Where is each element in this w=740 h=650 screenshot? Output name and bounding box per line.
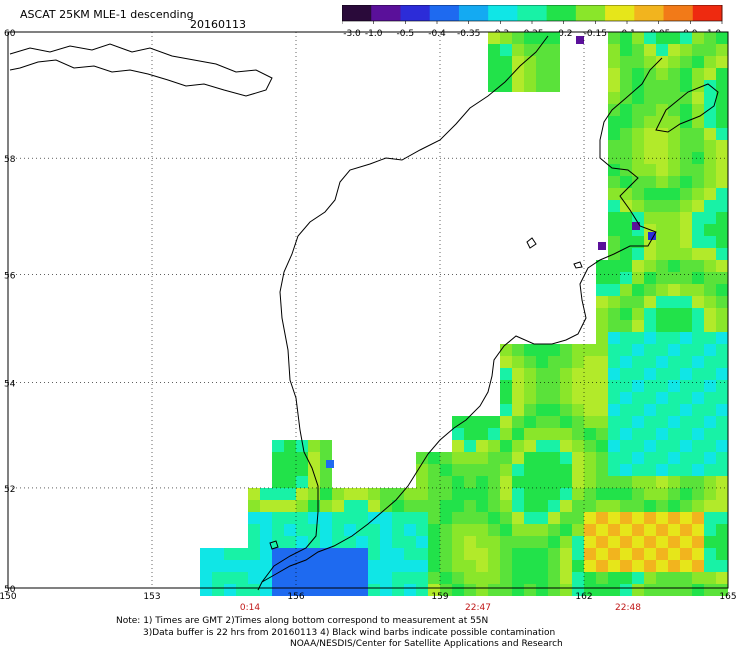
x-tick-label: 156 xyxy=(287,592,304,602)
colorbar-swatch xyxy=(342,5,372,21)
map-canvas: 150 153 156 159 162 165 60 58 56 54 52 50 0:14 22:47 2… xyxy=(0,29,737,612)
y-tick-label: 50 xyxy=(4,585,16,595)
map-frame xyxy=(7,31,729,589)
island-3 xyxy=(269,540,279,550)
y-tick-label: 54 xyxy=(4,379,16,389)
y-tick-label: 58 xyxy=(4,155,16,165)
pass-time-label: 22:47 xyxy=(465,603,491,612)
note-line-3: NOAA/NESDIS/Center for Satellite Applica… xyxy=(290,639,563,649)
coastline-kamchatka-east xyxy=(261,57,663,583)
colorbar-swatch xyxy=(546,5,577,21)
colorbar-label: -1.0 xyxy=(365,29,383,39)
note-line-2: 3)Data buffer is 22 hrs from 20160113 4)… xyxy=(143,628,556,638)
map-title: ASCAT 25KM MLE-1 descending xyxy=(20,8,194,21)
colorbar-swatch xyxy=(371,5,401,21)
x-tick-label: 153 xyxy=(143,592,160,602)
note-line-1: Note: 1) Times are GMT 2)Times along bot… xyxy=(116,616,489,626)
colorbar-swatch xyxy=(575,5,606,21)
y-tick-label: 56 xyxy=(4,271,16,281)
colorbar-swatch xyxy=(488,5,518,21)
colorbar-swatch xyxy=(634,5,665,21)
graticule xyxy=(8,32,728,588)
y-tick-label: 60 xyxy=(4,29,16,39)
colorbar-label: -0.4 xyxy=(428,29,446,39)
y-tick-label: 52 xyxy=(4,485,15,495)
coastline xyxy=(9,35,719,591)
island-1 xyxy=(526,237,537,249)
colorbar-swatch xyxy=(663,5,694,21)
map-date: 20160113 xyxy=(190,18,246,31)
colorbar-label: -0.15 xyxy=(584,29,607,39)
x-tick-label: 165 xyxy=(719,592,736,602)
colorbar-swatch xyxy=(692,5,723,21)
island-2 xyxy=(573,261,583,269)
colorbar-label: -0.35 xyxy=(457,29,480,39)
coastline-peninsula-north xyxy=(655,83,719,133)
colorbar-swatch xyxy=(517,5,548,21)
colorbar-label: -0.5 xyxy=(397,29,415,39)
coastline-magadan xyxy=(9,43,273,97)
colorbar-swatch xyxy=(429,5,460,21)
colorbar-label: -0.2 xyxy=(555,29,573,39)
colorbar-label: -3.0 xyxy=(343,29,361,39)
pass-time-label: 0:14 xyxy=(240,603,260,612)
x-tick-label: 162 xyxy=(575,592,592,602)
x-tick-label: 159 xyxy=(431,592,448,602)
data-cells xyxy=(200,32,728,596)
x-tick-label: 150 xyxy=(0,592,17,602)
colorbar-swatch xyxy=(605,5,635,21)
colorbar-swatch xyxy=(400,5,431,21)
colorbar-swatch xyxy=(458,5,489,21)
coastline-kamchatka-west xyxy=(257,35,549,591)
axis-ticks: 150 153 156 159 162 165 60 58 56 54 52 50 0:14 22:47 2… xyxy=(0,29,737,612)
pass-time-label: 22:48 xyxy=(615,603,641,612)
